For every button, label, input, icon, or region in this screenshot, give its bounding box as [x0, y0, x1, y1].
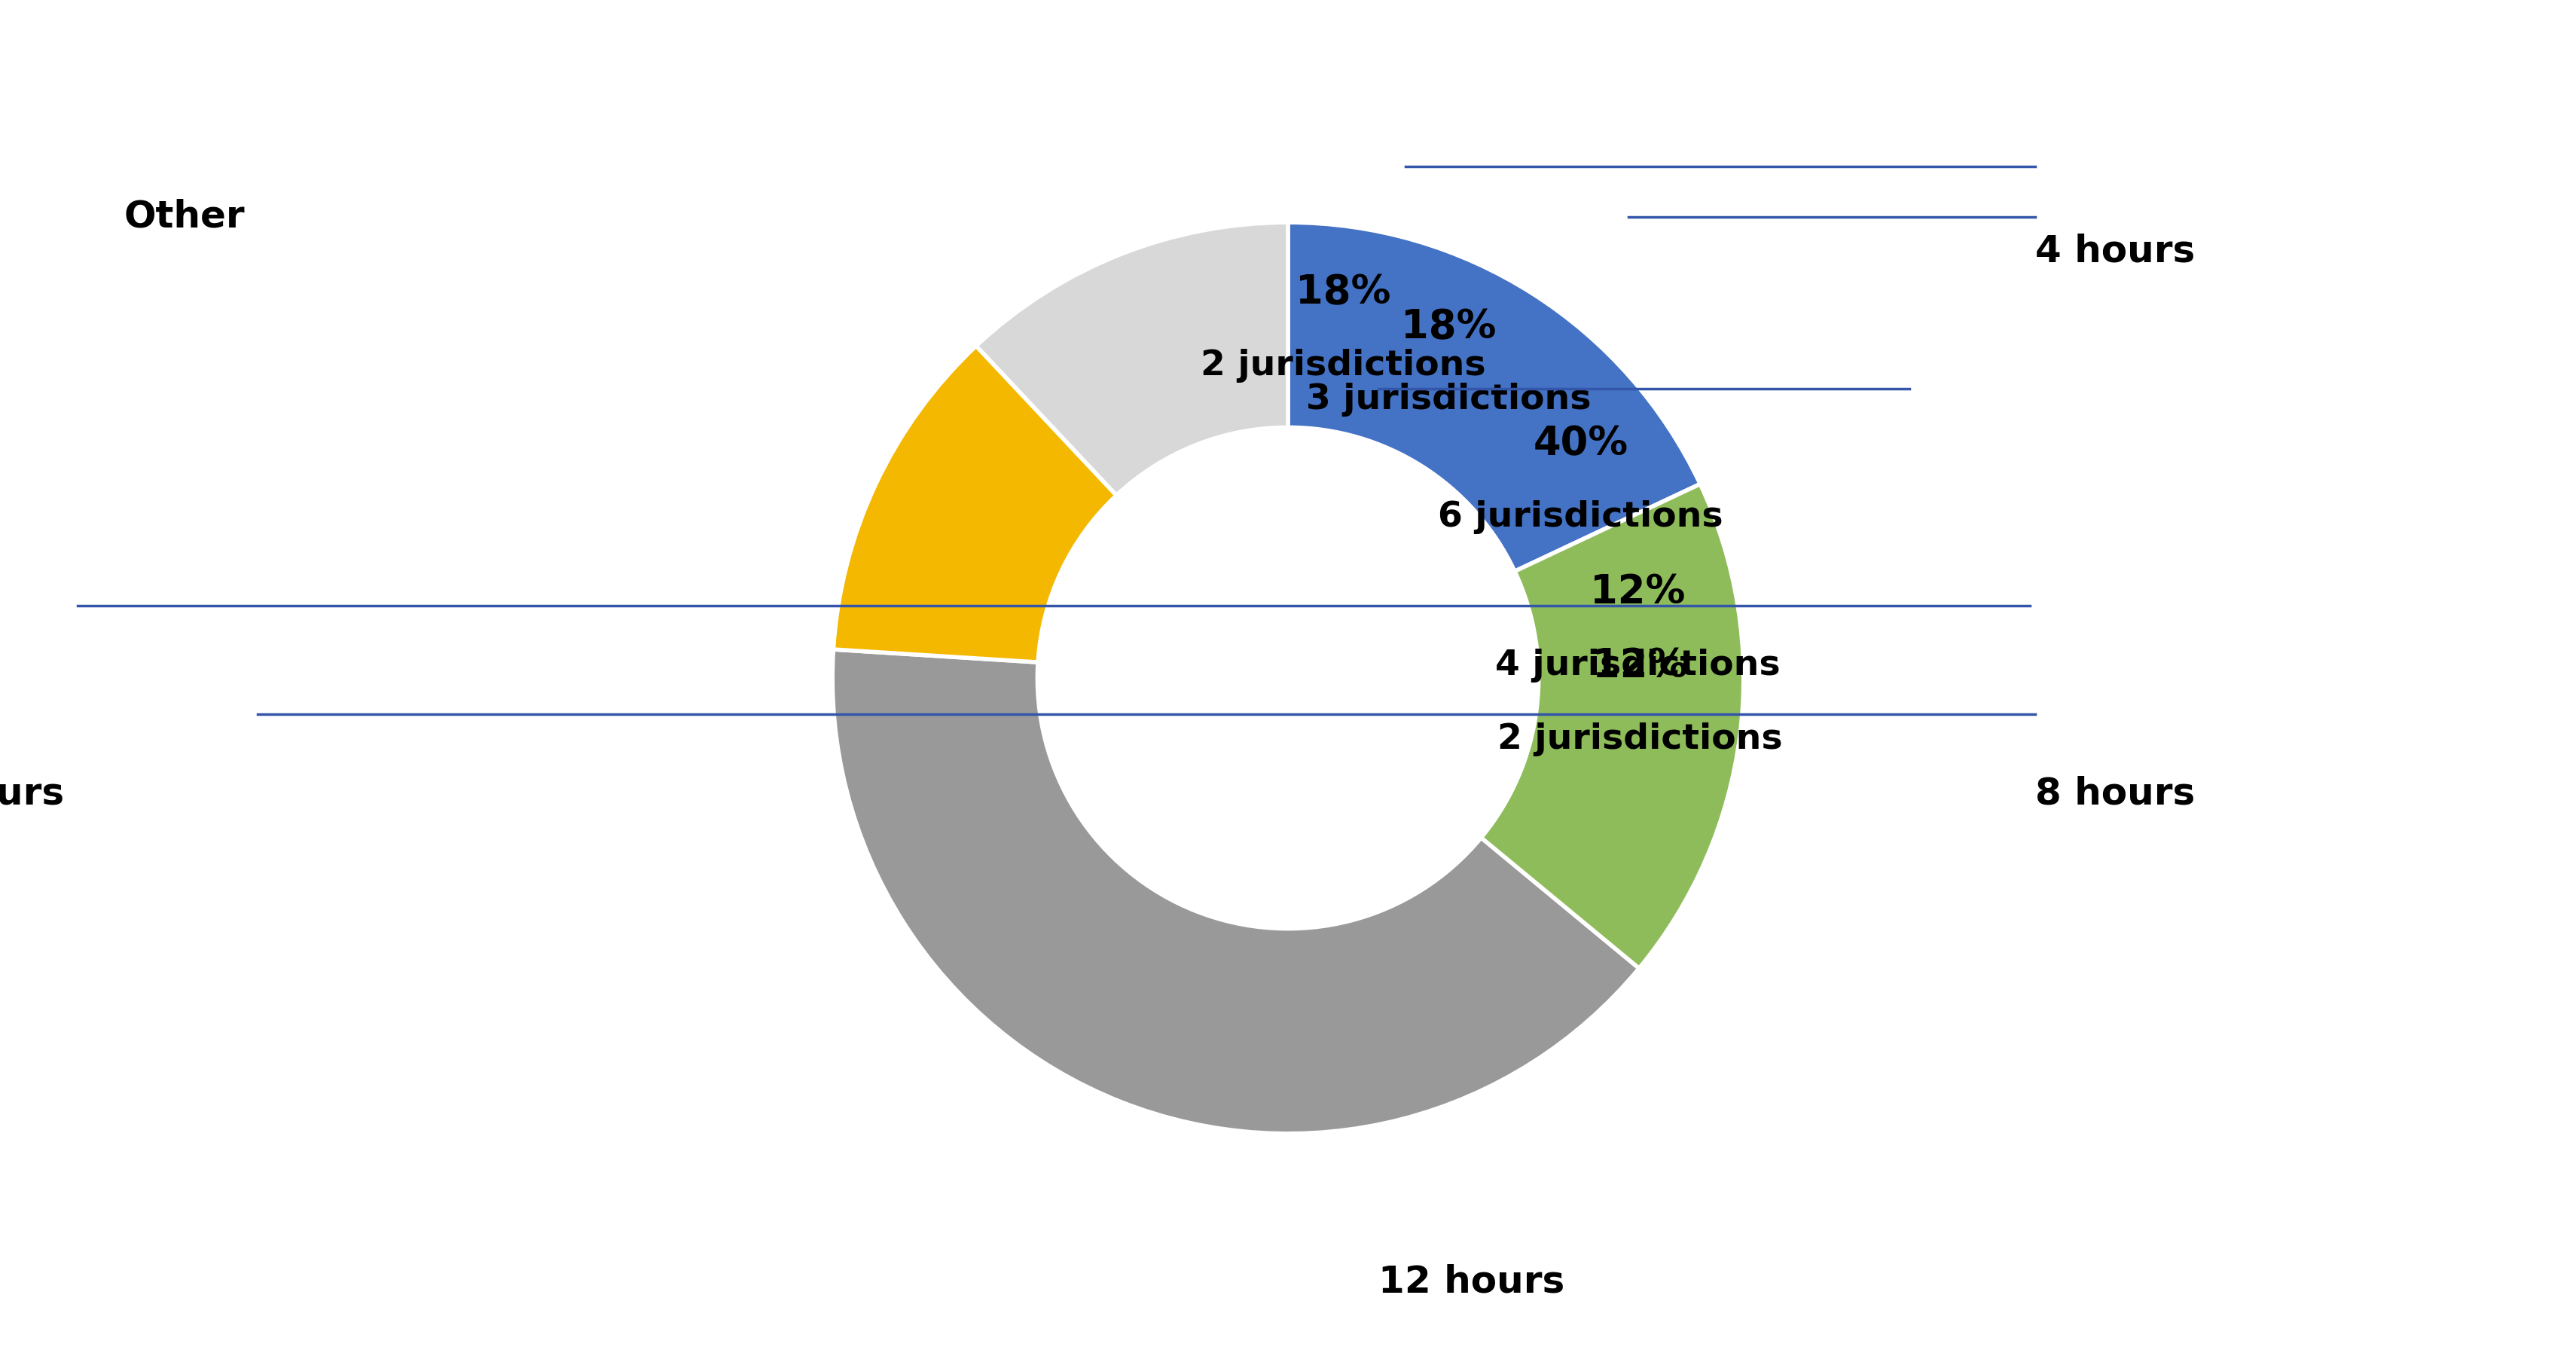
Text: 4 jurisdictions: 4 jurisdictions [1494, 648, 1780, 682]
Text: 18%: 18% [1296, 273, 1391, 312]
Wedge shape [832, 650, 1638, 1134]
Text: 4 hours: 4 hours [2035, 233, 2195, 268]
Wedge shape [835, 346, 1115, 662]
Text: 18%: 18% [1401, 308, 1497, 347]
Text: Other: Other [124, 199, 245, 235]
Text: 8 hours: 8 hours [2035, 776, 2195, 811]
Text: 12 hours: 12 hours [1378, 1264, 1564, 1299]
Wedge shape [976, 222, 1288, 495]
Text: 12%: 12% [1592, 647, 1687, 686]
Wedge shape [1288, 222, 1700, 571]
Text: 12%: 12% [1589, 572, 1685, 612]
Text: 40%: 40% [1533, 424, 1628, 464]
Text: 2 jurisdictions: 2 jurisdictions [1200, 348, 1486, 382]
Text: 6 jurisdictions: 6 jurisdictions [1437, 500, 1723, 534]
Text: 24 hours: 24 hours [0, 776, 64, 811]
Text: 2 jurisdictions: 2 jurisdictions [1497, 723, 1783, 757]
Text: 3 jurisdictions: 3 jurisdictions [1306, 382, 1592, 416]
Wedge shape [1481, 484, 1744, 968]
